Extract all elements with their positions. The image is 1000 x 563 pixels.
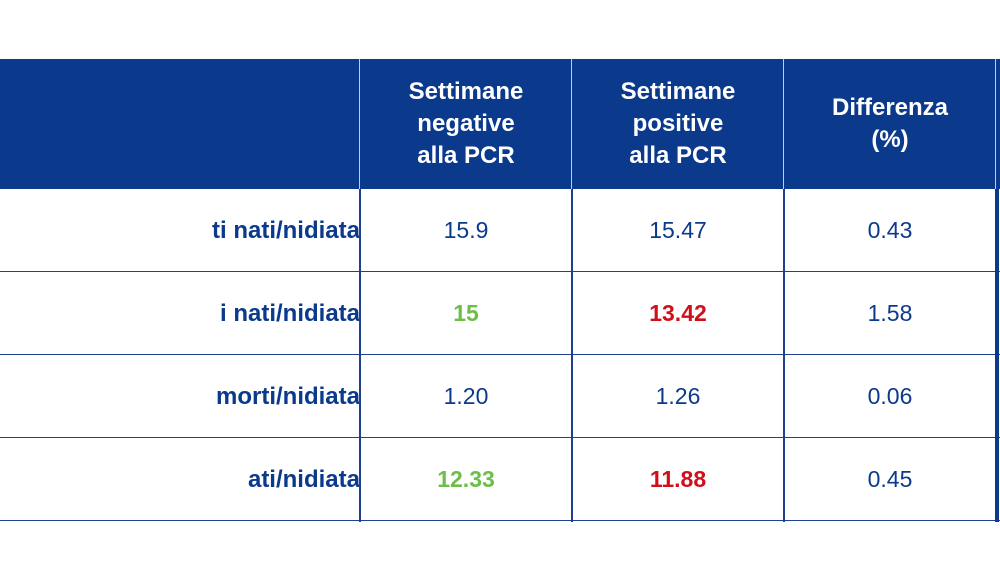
cell-negative: 15.9 [443,217,489,243]
table-row: ati/nidiata 12.33 11.88 0.45 [0,438,1000,521]
header-divider [783,59,784,189]
cell-difference: 1.58 [867,300,913,326]
column-divider [783,189,785,522]
table-row: morti/nidiata 1.20 1.26 0.06 [0,355,1000,438]
table-row: ti nati/nidiata 15.9 15.47 0.43 [0,189,1000,272]
row-label: ati/nidiata [247,465,360,493]
cell-difference: 0.45 [867,466,913,492]
header-divider [571,59,572,189]
column-divider [995,189,999,522]
cell-positive: 1.26 [655,383,701,409]
header-negative-weeks: Settimane negative alla PCR [408,78,524,169]
cell-positive: 15.47 [649,217,707,243]
cell-difference: 0.06 [867,383,913,409]
row-label: morti/nidiata [215,382,360,410]
table-header: Settimane negative alla PCR Settimane po… [0,59,1000,189]
table-row: i nati/nidiata 15 13.42 1.58 [0,272,1000,355]
column-divider [359,189,361,522]
row-label: ti nati/nidiata [211,216,360,244]
cell-difference: 0.43 [867,217,913,243]
header-divider [359,59,360,189]
row-label: i nati/nidiata [219,299,360,327]
cell-positive: 11.88 [649,466,707,492]
header-divider [995,59,996,189]
cell-positive: 13.42 [649,300,707,326]
cell-negative: 1.20 [443,383,489,409]
cell-negative: 12.33 [437,466,495,492]
header-difference: Differenza (%) [831,94,949,153]
header-positive-weeks: Settimane positive alla PCR [620,78,736,169]
cell-negative: 15 [453,300,479,326]
data-table: Settimane negative alla PCR Settimane po… [0,59,1000,522]
column-divider [571,189,573,522]
